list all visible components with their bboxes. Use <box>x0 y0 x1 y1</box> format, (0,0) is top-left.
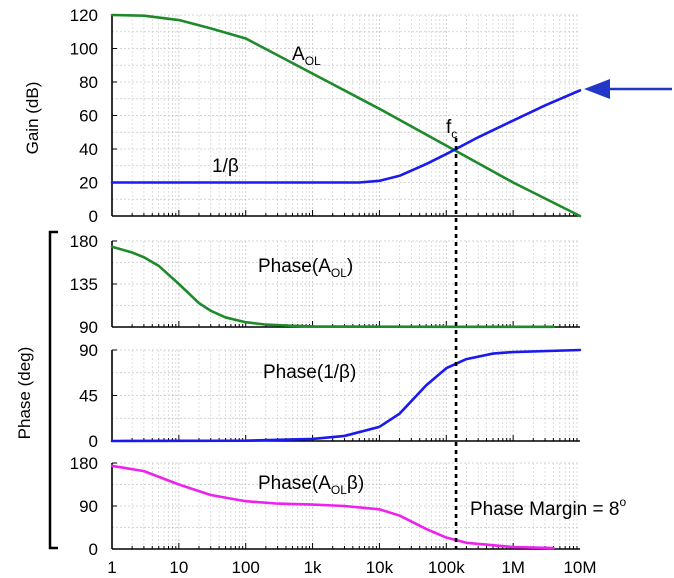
left-arrow-icon <box>584 79 672 99</box>
y-tick-label: 90 <box>79 497 98 516</box>
y-tick-label: 0 <box>89 207 98 226</box>
y-tick-label: 100 <box>70 40 98 59</box>
y-tick-label: 60 <box>79 107 98 126</box>
phase-beta-label: Phase(1/β) <box>263 362 356 383</box>
aol-curve-label: AOL <box>292 44 321 68</box>
y-tick-label: 45 <box>79 387 98 406</box>
y-tick-label: 20 <box>79 174 98 193</box>
series-layer <box>110 13 582 550</box>
y-tick-label: 135 <box>70 275 98 294</box>
gain-axis-label: Gain (dB) <box>23 82 42 155</box>
x-tick-label: 10k <box>366 558 394 577</box>
x-tick-label: 1k <box>304 558 322 577</box>
phase-aol-label: Phase(AOL) <box>258 256 353 280</box>
series-line-gain-green <box>110 13 582 218</box>
y-tick-label: 0 <box>89 540 98 559</box>
phase-loop-label: Phase(AOLβ) <box>258 473 364 497</box>
y-tick-label: 90 <box>79 341 98 360</box>
y-tick-label: 80 <box>79 73 98 92</box>
beta-curve-label: 1/β <box>212 156 239 177</box>
grid-layer <box>111 14 580 550</box>
series-line-gain-blue <box>110 89 582 184</box>
phase-bracket <box>48 230 58 550</box>
phase-axis-label: Phase (deg) <box>15 347 34 440</box>
x-tick-label: 100k <box>428 558 465 577</box>
tick-labels: 0 20 40 60 80 100 120 90 135 180 0 45 90 0 90 180 1 10 100… <box>70 6 597 577</box>
series-line-phase_loop-magenta <box>110 464 555 550</box>
y-tick-label: 40 <box>79 140 98 159</box>
x-tick-label: 10 <box>169 558 188 577</box>
series-line-phase_aol-green <box>110 245 555 329</box>
series-line-phase_beta-blue <box>110 348 582 443</box>
y-tick-label: 0 <box>89 432 98 451</box>
y-tick-label: 120 <box>70 6 98 25</box>
fc-label: fc <box>446 117 457 141</box>
x-tick-label: 1 <box>107 558 116 577</box>
phase-margin-label: Phase Margin = 8o <box>470 495 626 520</box>
x-tick-label: 1M <box>501 558 525 577</box>
x-tick-label: 10M <box>563 558 596 577</box>
y-tick-label: 180 <box>70 454 98 473</box>
y-tick-label: 180 <box>70 232 98 251</box>
x-tick-label: 100 <box>232 558 260 577</box>
y-tick-label: 90 <box>79 318 98 337</box>
